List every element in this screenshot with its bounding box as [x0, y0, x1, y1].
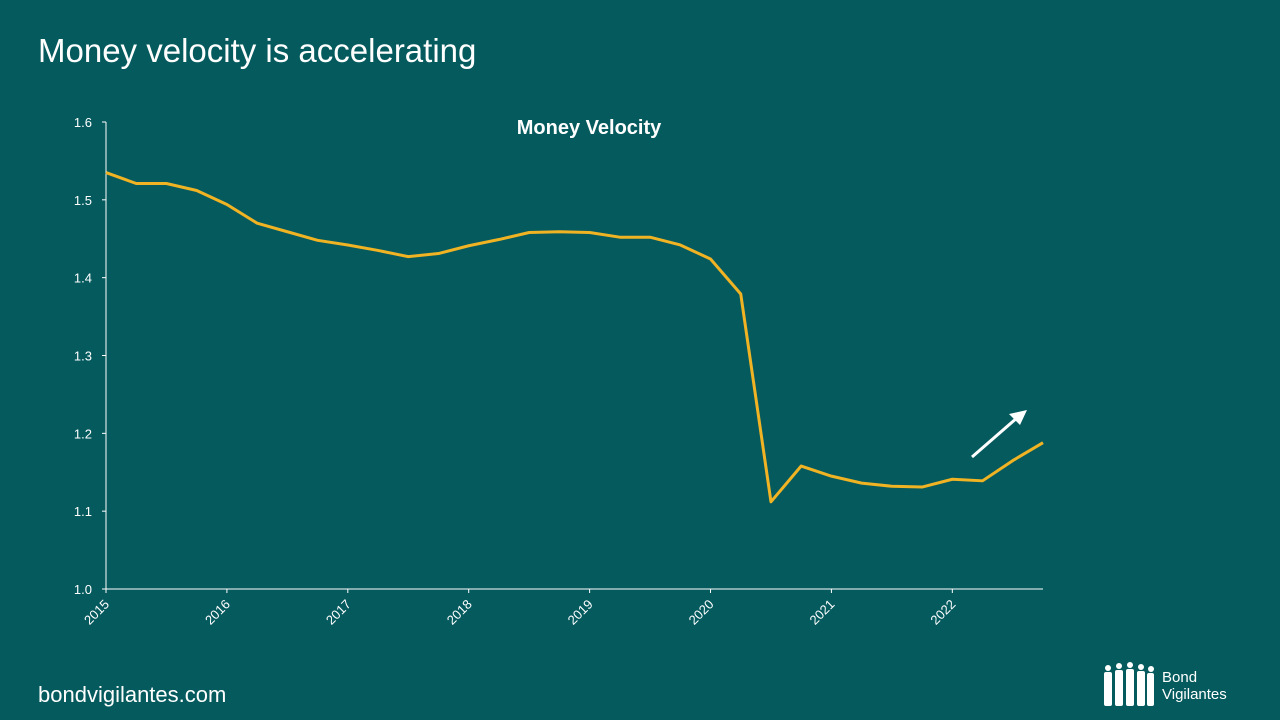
footer: bondvigilantes.com — [38, 682, 226, 707]
y-tick-label: 1.0 — [74, 582, 92, 597]
data-line — [105, 171, 1044, 504]
y-tick-label: 1.5 — [74, 193, 92, 208]
y-tick-label: 1.2 — [74, 426, 92, 441]
x-tick-label: 2022 — [927, 597, 958, 628]
x-tick-label: 2015 — [81, 597, 112, 628]
y-tick-label: 1.6 — [74, 115, 92, 130]
y-tick-label: 1.3 — [74, 349, 92, 364]
logo-text: Vigilantes — [1162, 686, 1227, 703]
slide-title: Money velocity is accelerating — [38, 32, 476, 69]
logo-icon — [1104, 662, 1154, 706]
trend-arrow — [971, 410, 1027, 459]
y-tick-label: 1.1 — [74, 504, 92, 519]
x-tick-label: 2018 — [444, 597, 475, 628]
x-tick-label: 2020 — [686, 597, 717, 628]
x-tick-label: 2017 — [323, 597, 354, 628]
x-tick-label: 2021 — [806, 597, 837, 628]
x-tick-label: 2016 — [202, 597, 233, 628]
y-tick-label: 1.4 — [74, 271, 92, 286]
logo-text: Bond — [1162, 669, 1197, 686]
x-tick-label: 2019 — [565, 597, 596, 628]
chart-title: Money Velocity — [517, 117, 662, 139]
